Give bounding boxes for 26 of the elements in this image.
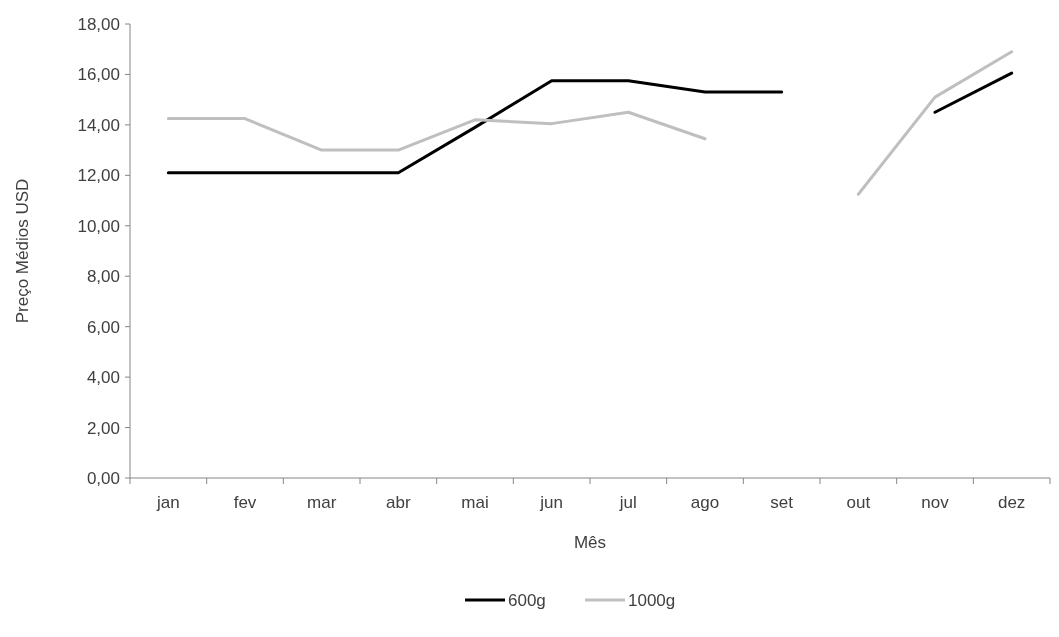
x-tick-label: nov: [921, 493, 950, 512]
x-tick-label: jan: [155, 493, 180, 512]
x-tick-label: set: [770, 493, 794, 512]
y-axis-title: Preço Médios USD: [13, 178, 32, 324]
x-tick-label: jul: [618, 493, 637, 512]
x-tick-label: mai: [461, 493, 489, 512]
y-tick-label: 14,00: [77, 115, 120, 135]
y-tick-label: 6,00: [86, 317, 120, 337]
x-tick-label: dez: [997, 493, 1026, 512]
y-tick-label: 8,00: [86, 267, 120, 287]
y-tick-label: 16,00: [77, 65, 120, 85]
x-tick-label: mar: [307, 493, 337, 512]
y-tick-label: 0,00: [86, 468, 120, 488]
x-tick-label: ago: [690, 493, 720, 512]
y-tick-label: 12,00: [77, 166, 120, 186]
x-axis-title: Mês: [573, 533, 607, 552]
x-tick-label: out: [846, 493, 871, 512]
x-tick-label: fev: [233, 493, 257, 512]
y-tick-label: 2,00: [86, 418, 120, 438]
legend-label: 600g: [508, 590, 546, 610]
legend-label: 1000g: [628, 590, 676, 610]
x-tick-label: jun: [539, 493, 564, 512]
x-tick-label: abr: [386, 493, 411, 512]
y-tick-label: 18,00: [77, 14, 120, 34]
y-tick-label: 4,00: [86, 368, 120, 388]
y-tick-label: 10,00: [77, 216, 120, 236]
